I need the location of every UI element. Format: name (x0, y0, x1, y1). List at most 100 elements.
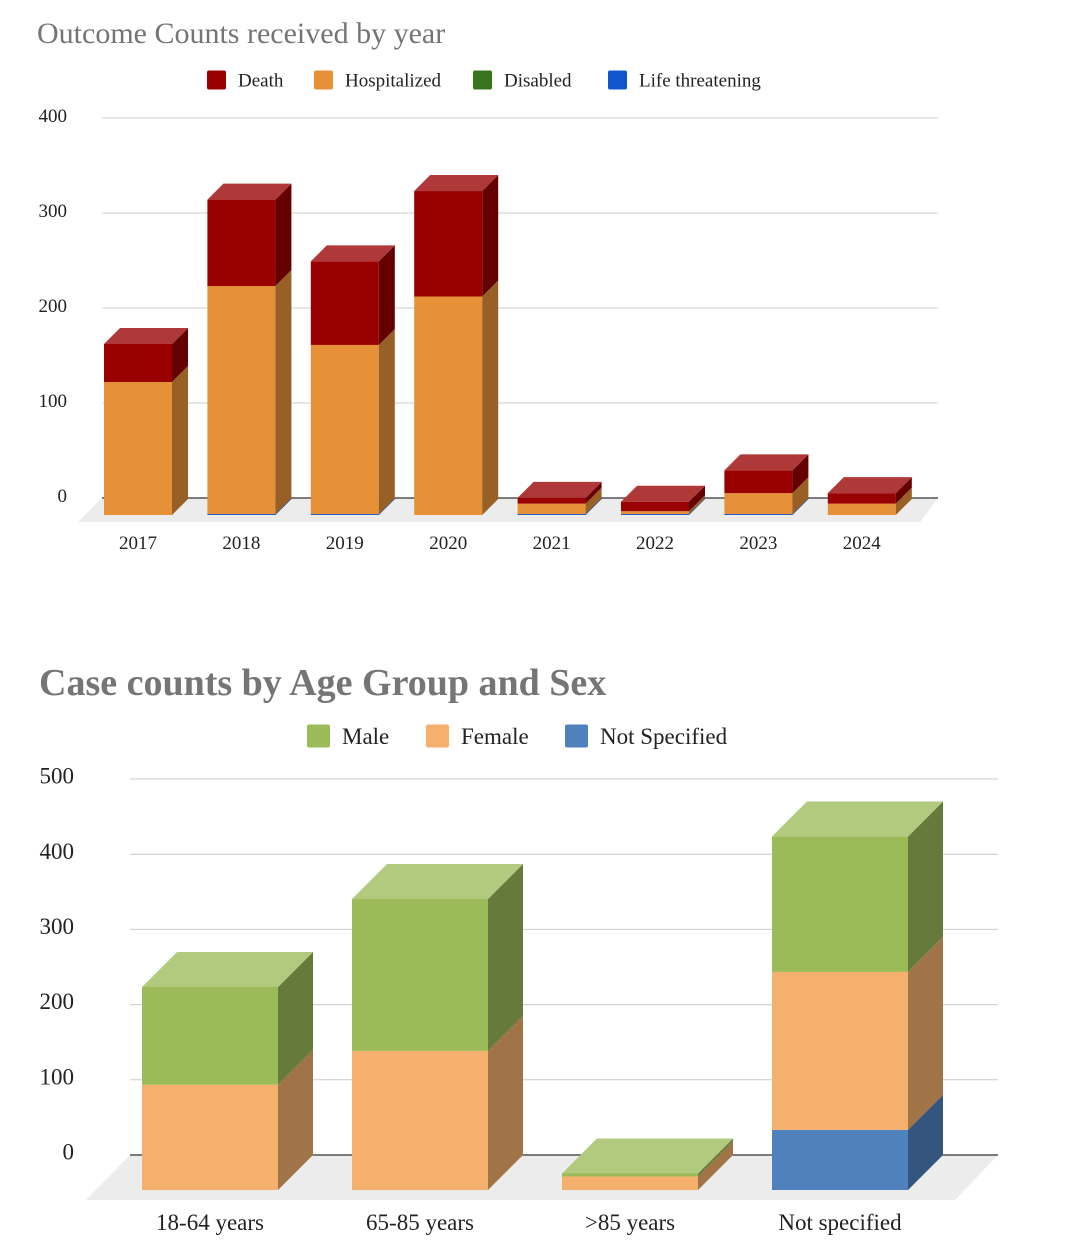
bar-2018-life-threatening-front (207, 514, 276, 515)
bar-2020-hospitalized-side (482, 280, 499, 515)
chart-title: Case counts by Age Group and Sex (39, 662, 606, 704)
bar-2022-hospitalized-side (689, 495, 705, 515)
bar-2019-death-top (310, 245, 395, 262)
bar-2024-death-top (827, 477, 912, 494)
bar-2019-life-threatening-front (310, 514, 379, 515)
bar-2021-death-side (585, 481, 602, 504)
floor-plane (86, 1155, 998, 1200)
bar-2019-hospitalized-side (378, 328, 395, 515)
bar-not-specified-female-front (772, 971, 908, 1130)
y-tick-label: 200 (40, 989, 75, 1014)
bar-85-years-female (562, 1141, 733, 1190)
legend-swatch-female (426, 724, 449, 748)
bar-2024-death-side (895, 477, 912, 504)
bar-2018-hospitalized-side (275, 270, 292, 515)
y-tick-label: 100 (39, 391, 68, 412)
legend: Death Hospitalized Disabled Life threatenin… (207, 70, 761, 91)
bar-2018-hospitalized (207, 270, 292, 515)
legend-swatch-hospitalized (314, 70, 333, 90)
bar-2022-life-threatening-side (689, 498, 705, 515)
bar-2021-life-threatening (517, 498, 602, 515)
bar-2017-hospitalized (104, 366, 188, 515)
bar-2022-hospitalized (621, 495, 705, 515)
y-tick-label: 300 (40, 914, 75, 939)
bar-2018-life-threatening (207, 498, 292, 515)
bar-2017-death-front (104, 344, 172, 382)
bar-2022-life-threatening (621, 498, 705, 515)
bar-2022-hospitalized-front (621, 511, 689, 515)
bar-2022-death-front (621, 501, 689, 512)
legend-swatch-death (207, 70, 226, 90)
bar-2017-hospitalized-side (172, 366, 188, 515)
bar-2017-death (104, 328, 188, 382)
bar-2024-death (827, 477, 912, 504)
bar-2017-death-top (104, 328, 188, 344)
legend-label-not-specified: Not Specified (600, 724, 728, 749)
y-tick-label: 300 (39, 201, 68, 222)
bar-2018-hospitalized-front (207, 286, 276, 515)
legend-swatch-male (307, 724, 330, 748)
legend-label-female: Female (461, 724, 529, 749)
bar-2023-death (724, 454, 809, 494)
bar-not-specified-male-front (772, 836, 908, 972)
bar-18-64-years-female (142, 1049, 313, 1190)
bar-2021-life-threatening-side (585, 498, 602, 515)
bar-85-years-female-side (698, 1141, 733, 1190)
bar-85-years-male-side (698, 1138, 733, 1177)
bar-2020-hospitalized (414, 280, 499, 515)
bar-not-specified-not-specified-front (772, 1129, 908, 1190)
bar-2020-death (414, 175, 499, 297)
bar-18-64-years-male-side (278, 951, 313, 1085)
legend-label-hospitalized: Hospitalized (345, 70, 442, 91)
x-tick-label-18-64-years: 18-64 years (156, 1210, 264, 1235)
bar-2024-hospitalized (827, 487, 912, 515)
bar-2019-death (310, 245, 395, 345)
bar-85-years-male-top (562, 1138, 733, 1174)
bar-2023-death-front (724, 470, 793, 494)
bar-2017-hospitalized-front (104, 382, 172, 515)
bar-2020-death-side (482, 175, 499, 297)
bar-2022-death-side (689, 485, 705, 512)
bar-not-specified-male-side (908, 801, 943, 972)
bar-2020-hospitalized-front (414, 296, 483, 515)
x-tick-label-2019: 2019 (326, 533, 364, 554)
bar-2018-death-front (207, 199, 276, 287)
bar-not-specified-female (772, 936, 943, 1130)
bar-2021-death-front (517, 497, 586, 504)
bar-2023-hospitalized-front (724, 493, 793, 515)
bar-2018-death-top (207, 183, 292, 200)
bar-2018-death-side (275, 183, 292, 287)
y-tick-label: 500 (40, 764, 75, 789)
bar-2021-hospitalized-front (517, 503, 586, 515)
bar-2021-death (517, 481, 602, 504)
bar-not-specified-female-side (908, 936, 943, 1130)
legend-label-male: Male (342, 724, 389, 749)
bar-65-85-years-male-top (352, 863, 523, 899)
y-tick-label: 400 (40, 839, 75, 864)
y-tick-label: 200 (39, 296, 68, 317)
legend-swatch-disabled (473, 70, 492, 90)
bar-2019-death-side (378, 245, 395, 345)
bar-2023-life-threatening (724, 498, 809, 515)
bar-2020-death-top (414, 175, 499, 192)
x-tick-label-2022: 2022 (636, 533, 674, 554)
bar-2024-death-front (827, 493, 896, 504)
bar-85-years-male-front (562, 1173, 698, 1177)
bar-2017-death-side (172, 328, 188, 382)
legend: Male Female Not Specified (307, 724, 728, 749)
bar-65-85-years-female-front (352, 1050, 488, 1190)
bar-2022-life-threatening-front (621, 514, 689, 515)
bar-2022-death-top (621, 485, 705, 502)
bar-2023-death-side (792, 454, 809, 494)
bar-not-specified-male-top (772, 801, 943, 837)
bar-65-85-years-female-side (488, 1015, 523, 1190)
bar-65-85-years-male-side (488, 863, 523, 1051)
bar-2019-hospitalized (310, 328, 395, 515)
bar-not-specified-not-specified-side (908, 1094, 943, 1190)
bar-65-85-years-male-front (352, 898, 488, 1051)
floor-plane (78, 498, 938, 522)
bar-85-years-female-front (562, 1176, 698, 1190)
bar-2023-hospitalized (724, 477, 809, 515)
chart-title: Outcome Counts received by year (37, 17, 445, 50)
bar-65-85-years-female (352, 1015, 523, 1190)
